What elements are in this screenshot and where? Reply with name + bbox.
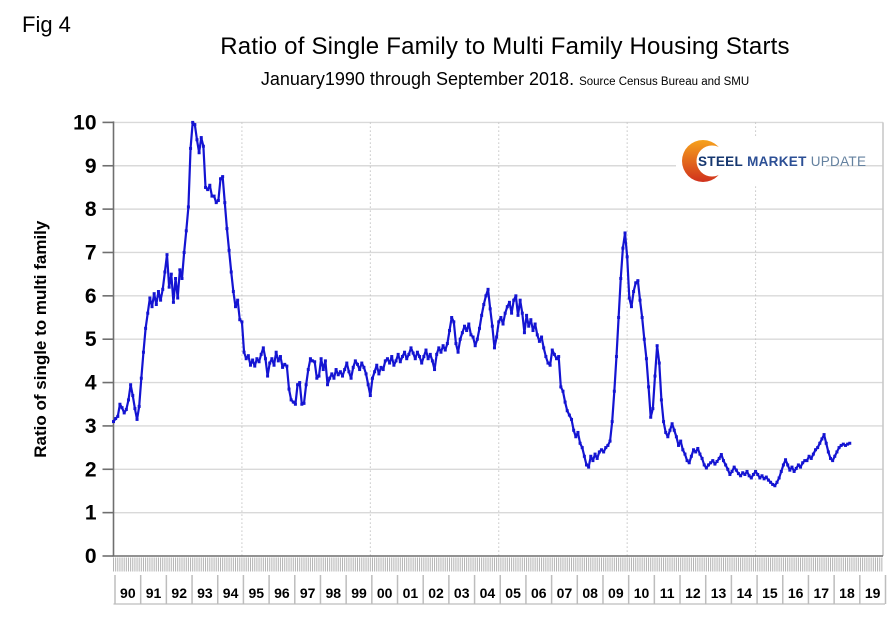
chart-title: Ratio of Single Family to Multi Family H… (220, 33, 790, 60)
x-tick-label: 10 (634, 585, 650, 601)
subtitle-daterange: January1990 through September 2018. (260, 69, 575, 89)
y-tick-label: 5 (85, 328, 97, 351)
x-tick-label: 18 (839, 585, 855, 601)
x-tick-label: 14 (736, 585, 752, 601)
subtitle-source: Source Census Bureau and SMU (579, 76, 750, 88)
x-tick-label: 06 (531, 585, 547, 601)
data-point-markers (112, 120, 852, 488)
x-tick-label: 92 (171, 585, 187, 601)
x-tick-label: 19 (865, 585, 881, 601)
x-axis-year-labels: 90 91 92 93 94 95 96 97 98 99 00 01 02 03 04 05 06 07 08 09… (113, 575, 887, 605)
x-tick-label: 94 (223, 585, 239, 601)
y-axis-ticks: 0 1 2 3 4 5 6 7 8 9 10 (73, 111, 114, 568)
x-tick-label: 05 (505, 585, 521, 601)
y-tick-label: 1 (85, 502, 97, 525)
x-tick-label: 11 (660, 585, 675, 601)
gridlines (113, 121, 884, 556)
logo-word-market: MARKET (747, 154, 807, 169)
x-tick-label: 99 (351, 585, 367, 601)
x-tick-label: 90 (120, 585, 136, 601)
x-tick-label: 01 (403, 585, 419, 601)
x-tick-label: 08 (582, 585, 598, 601)
x-tick-label: 98 (326, 585, 342, 601)
logo-word-steel: STEEL (698, 154, 744, 169)
y-tick-label: 7 (85, 241, 97, 264)
x-tick-label: 09 (608, 585, 624, 601)
x-tick-label: 15 (762, 585, 778, 601)
x-tick-label: 95 (248, 585, 264, 601)
x-tick-label: 07 (557, 585, 573, 601)
x-tick-label: 96 (274, 585, 290, 601)
x-tick-label: 04 (480, 585, 496, 601)
y-axis-title: Ratio of single to multi family (31, 220, 50, 458)
y-tick-label: 0 (85, 545, 97, 568)
chart-subtitle: January1990 through September 2018. Sour… (115, 69, 895, 90)
x-tick-label: 13 (711, 585, 727, 601)
monthly-tick-band (113, 557, 883, 572)
logo-text: STEEL MARKET UPDATE (698, 154, 866, 169)
title-block: Ratio of Single Family to Multi Family H… (115, 33, 895, 90)
y-tick-label: 2 (85, 458, 97, 481)
y-tick-label: 9 (85, 155, 97, 178)
x-tick-label: 91 (146, 585, 162, 601)
y-tick-label: 4 (85, 372, 97, 395)
x-tick-label: 97 (300, 585, 316, 601)
y-tick-label: 8 (85, 198, 97, 221)
logo-crescent-icon (682, 140, 728, 182)
y-tick-label: 10 (73, 111, 96, 134)
steel-market-update-logo: STEEL MARKET UPDATE (676, 136, 866, 186)
x-tick-label: 00 (377, 585, 393, 601)
x-tick-label: 17 (814, 585, 830, 601)
figure-number-label: Fig 4 (22, 12, 71, 37)
y-tick-label: 6 (85, 285, 97, 308)
logo-word-update: UPDATE (810, 154, 867, 169)
y-tick-label: 3 (85, 415, 97, 438)
x-tick-label: 02 (428, 585, 444, 601)
x-tick-label: 12 (685, 585, 701, 601)
x-tick-label: 03 (454, 585, 470, 601)
x-tick-label: 93 (197, 585, 213, 601)
x-tick-label: 16 (788, 585, 804, 601)
